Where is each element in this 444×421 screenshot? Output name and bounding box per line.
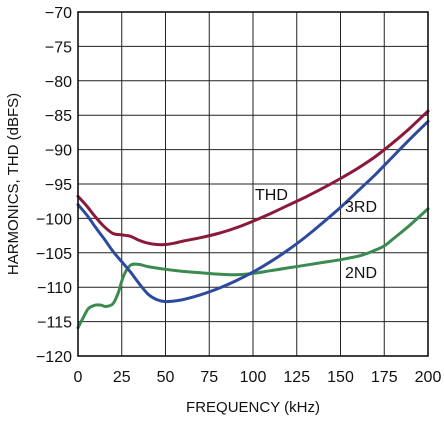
x-tick-label-2: 50: [157, 369, 175, 386]
y-tick-label-0: −70: [45, 5, 72, 22]
y-tick-label-6: −100: [36, 211, 72, 228]
x-axis-title: FREQUENCY (kHz): [186, 399, 320, 416]
y-tick-label-10: −120: [36, 349, 72, 366]
x-tick-label-3: 75: [200, 369, 218, 386]
series-line-2nd: [76, 207, 430, 330]
series-curves: [76, 109, 430, 330]
gridlines: [78, 12, 428, 356]
series-line-3rd: [76, 119, 430, 304]
y-tick-label-3: −85: [45, 108, 72, 125]
series-labels: THD 3RD 2ND: [255, 187, 377, 282]
y-tick-label-5: −95: [45, 177, 72, 194]
y-tick-label-8: −110: [37, 280, 72, 297]
x-tick-label-7: 175: [371, 369, 398, 386]
x-tick-label-0: 0: [74, 369, 83, 386]
x-tick-label-8: 200: [415, 369, 442, 386]
series-label-2nd: 2ND: [345, 265, 377, 282]
series-label-thd: THD: [255, 187, 288, 204]
x-tick-label-5: 125: [283, 369, 310, 386]
x-tick-label-4: 100: [240, 369, 267, 386]
plot-frame: [77, 11, 429, 357]
y-axis-title: HARMONICS, THD (dBFS): [5, 93, 22, 275]
y-tick-label-7: −105: [36, 246, 72, 263]
y-tick-label-2: −80: [45, 74, 72, 91]
y-tick-label-1: −75: [45, 39, 72, 56]
x-tick-label-6: 150: [327, 369, 354, 386]
y-tick-label-4: −90: [45, 143, 72, 160]
y-tick-label-9: −115: [37, 315, 72, 332]
series-label-3rd: 3RD: [345, 199, 377, 216]
series-line-thd: [76, 109, 430, 247]
x-tick-label-1: 25: [113, 369, 131, 386]
